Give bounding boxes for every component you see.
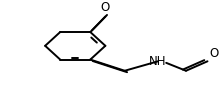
Text: NH: NH — [149, 55, 167, 68]
Text: O: O — [101, 1, 110, 14]
Text: O: O — [210, 47, 219, 60]
